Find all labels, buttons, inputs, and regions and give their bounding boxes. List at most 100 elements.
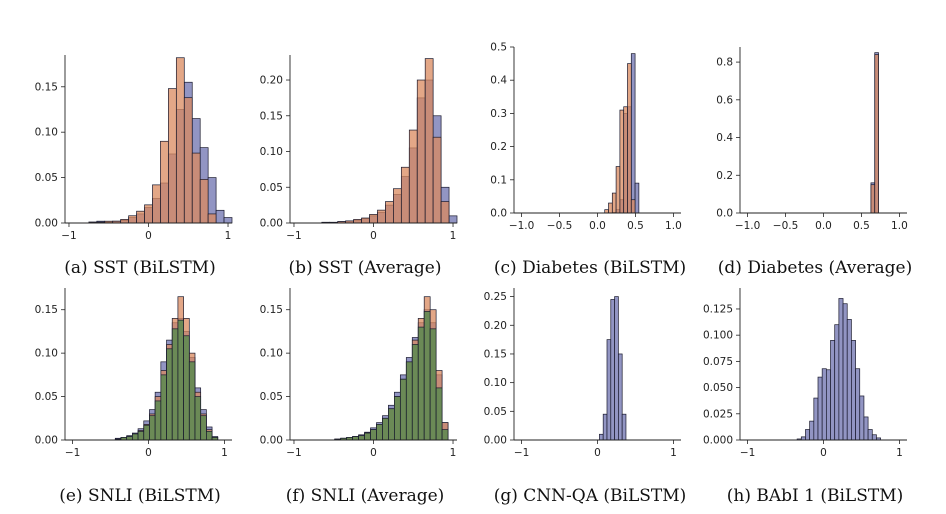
y-tick-label: 0.10 [35, 127, 58, 139]
x-tick-label: 0 [370, 230, 377, 242]
y-tick-label: 0.125 [703, 303, 733, 315]
bar-series2-8 [630, 199, 636, 214]
y-tick-label: 0.25 [484, 291, 507, 303]
chart-caption: (b) SST (Average) [288, 258, 442, 278]
bar-series2-10 [160, 140, 169, 224]
y-tick-label: 0.025 [703, 408, 733, 420]
y-tick-label: 0.000 [703, 435, 733, 447]
bar-series3-11 [171, 328, 179, 441]
bar-series2-5 [120, 219, 129, 224]
chart-panel-7: −1 0 1 0.00 0.05 0.10 0.15 0.20 0.25 [484, 288, 681, 459]
bar-series2-7 [369, 214, 378, 224]
chart-panel-8: −1 0 1 0.000 0.025 0.050 0.075 0.100 0.125 [703, 288, 907, 459]
bar-series3-12 [399, 378, 407, 441]
x-tick-label: −0.5 [773, 220, 799, 232]
bar-series3-3 [126, 436, 133, 441]
bar-series3-6 [364, 432, 371, 441]
bar-series3-13 [405, 361, 413, 441]
x-tick-label: −1.0 [735, 220, 761, 232]
bar-series1-3 [606, 339, 612, 441]
chart-caption: (e) SNLI (BiLSTM) [59, 486, 221, 506]
x-tick-label: −1.0 [509, 220, 535, 232]
y-tick-label: 0.075 [703, 356, 733, 368]
bar-series3-17 [429, 328, 437, 441]
y-tick-label: 0.05 [260, 182, 283, 194]
chart-caption: (f) SNLI (Average) [285, 486, 445, 506]
bar-series1-18 [223, 217, 233, 224]
bar-series1-17 [215, 209, 225, 224]
bar-series1-8 [825, 369, 831, 441]
chart-panel-4: −1.0 −0.5 0.0 0.5 1.0 0.0 0.2 0.4 0.6 0.8 [716, 47, 908, 232]
y-tick-label: 0.15 [260, 304, 283, 316]
x-tick-label: 0 [820, 447, 827, 459]
bar-series1-17 [448, 215, 458, 224]
bar-series3-14 [411, 344, 419, 441]
bar-series1-17 [863, 416, 869, 441]
bar-series3-5 [358, 435, 365, 441]
bar-series1-1 [599, 433, 604, 441]
bar-series2-14 [191, 152, 201, 224]
bar-series2-9 [385, 201, 394, 224]
bar-series1-19 [871, 434, 877, 441]
bar-series3-13 [183, 335, 190, 441]
bar-series2-2 [874, 54, 879, 214]
y-tick-label: 0.05 [35, 172, 58, 184]
bar-series1-11 [838, 298, 844, 441]
y-tick-label: 0.15 [484, 348, 507, 360]
bar-series1-7 [634, 182, 640, 214]
x-tick-label: −1 [514, 447, 529, 459]
bar-series2-6 [623, 106, 628, 214]
bar-series2-10 [393, 188, 402, 224]
bar-series1-4 [809, 420, 815, 441]
x-tick-label: −0.5 [547, 220, 573, 232]
bar-series2-16 [207, 213, 217, 224]
bar-series3-10 [166, 348, 173, 441]
x-tick-label: 1 [221, 447, 228, 459]
y-tick-label: 0.00 [35, 435, 58, 447]
bar-series2-7 [136, 210, 145, 224]
bar-series3-15 [417, 326, 425, 441]
bar-series2-13 [183, 97, 193, 224]
y-tick-label: 0.100 [703, 330, 733, 342]
bar-series1-6 [817, 376, 823, 441]
bar-series1-18 [867, 429, 873, 441]
y-tick-label: 0.05 [484, 406, 507, 418]
bar-series3-16 [200, 415, 207, 441]
bar-series3-17 [206, 430, 213, 441]
bar-series3-16 [423, 311, 431, 441]
bar-series1-15 [855, 368, 861, 441]
bar-series1-12 [842, 303, 848, 441]
x-tick-label: 0 [594, 447, 601, 459]
bar-series2-8 [144, 204, 153, 224]
chart-panel-3: −1.0 −0.5 0.0 0.5 1.0 0.0 0.1 0.2 0.3 0.4 0.5 [490, 42, 681, 233]
bar-series1-7 [621, 413, 627, 441]
chart-caption: (h) BAbI 1 (BiLSTM) [726, 486, 904, 506]
y-tick-label: 0.10 [35, 348, 58, 360]
x-tick-label: −1 [286, 447, 301, 459]
y-tick-label: 0.20 [260, 75, 283, 87]
y-tick-label: 0.15 [35, 81, 58, 93]
bar-series3-6 [143, 424, 150, 441]
chart-caption: (c) Diabetes (BiLSTM) [493, 258, 687, 278]
bar-series2-12 [408, 129, 418, 224]
bar-series3-7 [370, 429, 377, 441]
y-tick-label: 0.1 [490, 174, 507, 186]
chart-panel-5: −1 0 1 0.00 0.05 0.10 0.15 [35, 288, 232, 459]
bar-series2-4 [615, 166, 621, 214]
bar-series2-1 [604, 209, 609, 214]
bar-series2-14 [424, 58, 434, 224]
bar-series1-2 [602, 413, 608, 441]
chart-caption: (g) CNN-QA (BiLSTM) [493, 486, 687, 506]
x-tick-label: 1 [450, 230, 457, 242]
bar-series2-15 [199, 179, 209, 224]
bar-series3-5 [137, 430, 145, 441]
bar-series1-6 [630, 53, 636, 214]
bar-series2-5 [353, 219, 362, 224]
y-tick-label: 0.05 [35, 391, 58, 403]
bar-series2-9 [152, 184, 161, 224]
x-tick-label: 0.5 [627, 220, 644, 232]
x-tick-label: 1 [450, 447, 457, 459]
x-tick-label: 0 [145, 230, 152, 242]
bar-series2-6 [361, 217, 370, 224]
